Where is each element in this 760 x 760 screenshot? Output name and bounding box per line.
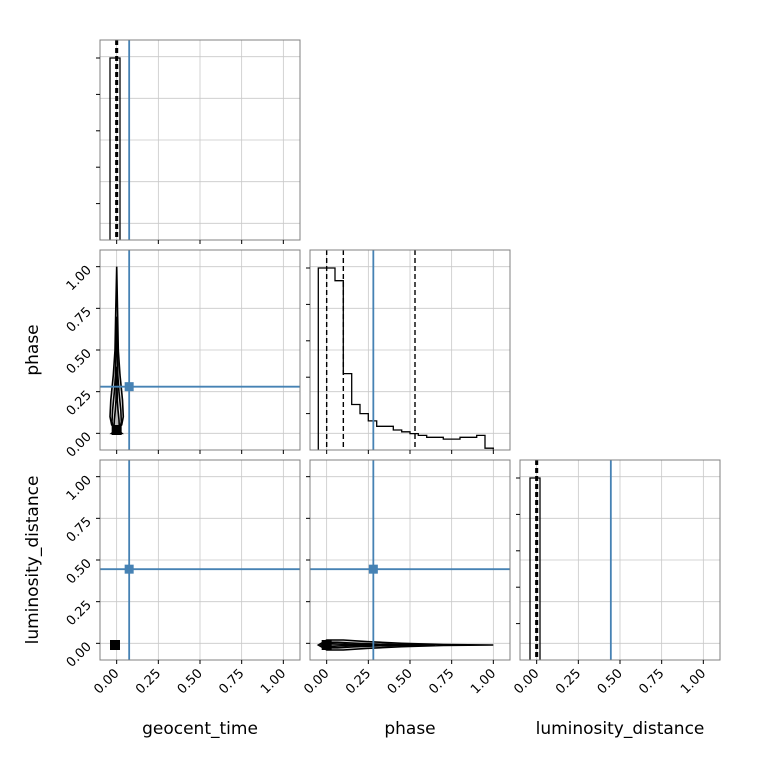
- x-tick-label: 0.25: [553, 666, 584, 697]
- x-tick-label: 0.25: [133, 666, 164, 697]
- y-axis-label-luminosity_distance: luminosity_distance: [23, 476, 43, 645]
- x-tick-label: 0.50: [595, 666, 626, 697]
- y-tick-label: 0.25: [64, 598, 95, 629]
- x-tick-label: 0.00: [511, 666, 542, 697]
- x-axis-label-geocent_time: geocent_time: [142, 719, 258, 739]
- y-tick-label: 1.00: [64, 263, 95, 294]
- y-tick-label: 0.00: [64, 640, 95, 671]
- x-tick-label: 0.75: [216, 666, 247, 697]
- y-tick-label: 1.00: [64, 473, 95, 504]
- x-axis-label-phase: phase: [384, 719, 435, 739]
- truth-marker: [124, 564, 134, 574]
- x-tick-label: 1.00: [468, 666, 499, 697]
- x-tick-label: 0.75: [636, 666, 667, 697]
- y-tick-label: 0.75: [64, 305, 95, 336]
- x-tick-label: 0.00: [91, 666, 122, 697]
- y-tick-label: 0.75: [64, 515, 95, 546]
- density-peak: [111, 425, 122, 435]
- y-tick-label: 0.50: [64, 556, 95, 587]
- x-axis-label-luminosity_distance: luminosity_distance: [536, 719, 705, 739]
- x-tick-label: 0.50: [385, 666, 416, 697]
- histogram-luminosity_distance: [529, 477, 541, 660]
- y-tick-label: 0.25: [64, 388, 95, 419]
- y-axis-label-phase: phase: [23, 324, 43, 375]
- histogram-phase: [317, 267, 494, 450]
- density-peak: [321, 640, 332, 650]
- x-tick-label: 0.25: [343, 666, 374, 697]
- truth-marker: [124, 382, 134, 392]
- y-tick-label: 0.50: [64, 346, 95, 377]
- x-tick-label: 1.00: [678, 666, 709, 697]
- truth-marker: [368, 564, 378, 574]
- x-tick-label: 0.00: [301, 666, 332, 697]
- x-tick-label: 1.00: [258, 666, 289, 697]
- y-tick-label: 0.00: [64, 430, 95, 461]
- x-tick-label: 0.50: [175, 666, 206, 697]
- contour-level: [321, 643, 386, 648]
- histogram-geocent_time: [109, 57, 121, 240]
- density-point: [110, 640, 120, 650]
- x-tick-label: 0.75: [426, 666, 457, 697]
